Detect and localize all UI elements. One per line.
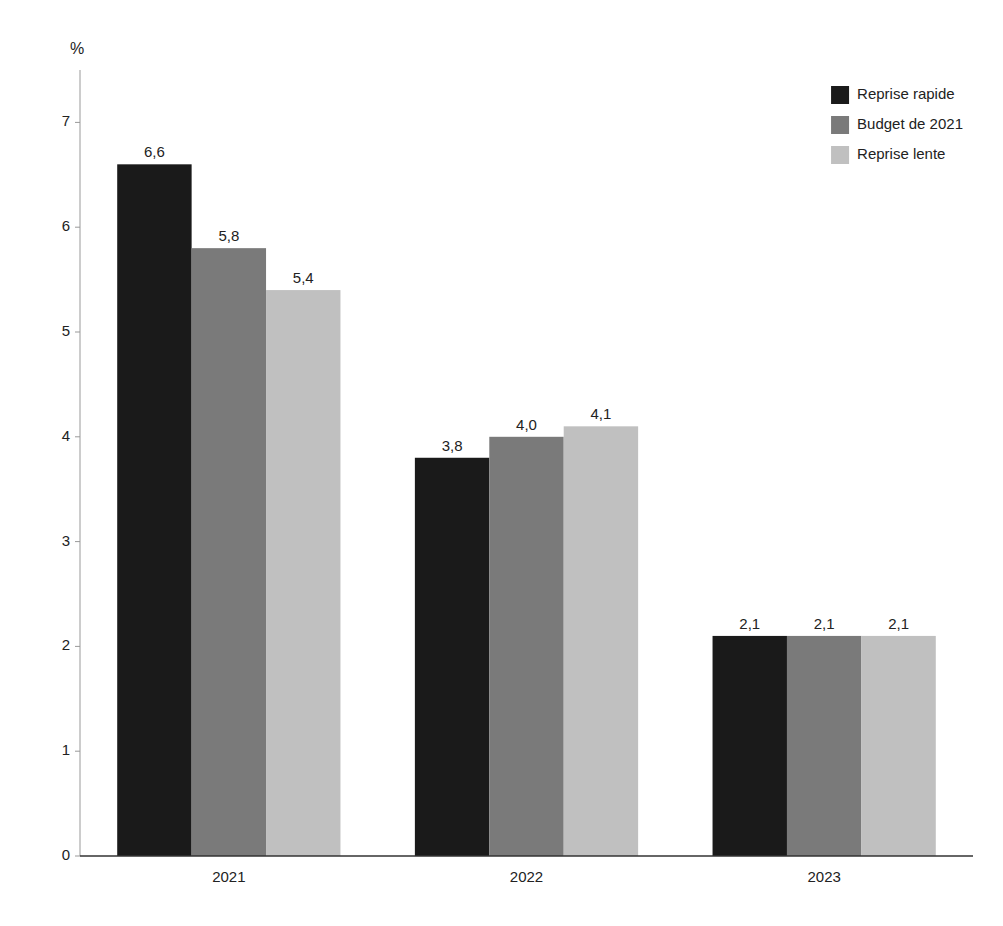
y-tick	[75, 856, 80, 857]
y-tick-label: 6	[62, 217, 70, 234]
data-label: 3,8	[442, 437, 463, 454]
y-tick-label: 0	[62, 846, 70, 863]
data-label: 2,1	[814, 615, 835, 632]
data-label: 6,6	[144, 143, 165, 160]
y-tick-label: 3	[62, 532, 70, 549]
bar	[266, 290, 340, 856]
x-axis-line	[80, 855, 973, 857]
page: {"chart_data": {"type": "bar", "ylabel":…	[0, 0, 1003, 926]
legend-swatch	[831, 116, 849, 134]
legend-label: Budget de 2021	[857, 115, 963, 132]
y-tick-label: 5	[62, 322, 70, 339]
bar	[489, 437, 563, 856]
bars	[117, 164, 936, 856]
x-tick-label: 2022	[510, 868, 543, 885]
y-tick	[75, 751, 80, 752]
bar	[192, 248, 266, 856]
chart-svg: 0 1 2 3 4 5 6 7% 6,6 3,8 2,1 5,8 4,0 2,1 5,4 4,1 2,1 2021…	[0, 0, 1003, 926]
data-label: 2,1	[888, 615, 909, 632]
bar	[787, 636, 861, 856]
y-axis-label: %	[70, 40, 84, 57]
y-tick	[75, 541, 80, 542]
legend-label: Reprise rapide	[857, 85, 955, 102]
x-tick-label: 2021	[212, 868, 245, 885]
y-tick-label: 2	[62, 636, 70, 653]
data-label: 4,1	[590, 405, 611, 422]
x-tick-label: 2023	[807, 868, 840, 885]
legend-label: Reprise lente	[857, 145, 945, 162]
bar	[415, 458, 489, 856]
data-label: 2,1	[739, 615, 760, 632]
y-tick-label: 1	[62, 741, 70, 758]
data-labels: 6,6 3,8 2,1 5,8 4,0 2,1 5,4 4,1 2,1	[144, 143, 909, 632]
y-tick	[75, 227, 80, 228]
y-tick	[75, 122, 80, 123]
data-label: 4,0	[516, 416, 537, 433]
y-tick-label: 4	[62, 427, 70, 444]
chart-container: 0 1 2 3 4 5 6 7% 6,6 3,8 2,1 5,8 4,0 2,1 5,4 4,1 2,1 2021…	[0, 0, 1003, 926]
bar	[564, 426, 638, 856]
legend-swatch	[831, 86, 849, 104]
bar	[861, 636, 935, 856]
y-tick	[75, 332, 80, 333]
y-axis: 0 1 2 3 4 5 6 7	[62, 70, 80, 863]
data-label: 5,8	[218, 227, 239, 244]
y-tick	[75, 436, 80, 437]
x-axis: 2021 2022 2023	[80, 856, 973, 885]
y-tick-label: 7	[62, 112, 70, 129]
bar	[117, 164, 191, 856]
y-tick	[75, 646, 80, 647]
legend: Reprise rapide Budget de 2021 Reprise lent…	[831, 85, 963, 164]
legend-swatch	[831, 146, 849, 164]
y-axis-line	[80, 70, 81, 856]
data-label: 5,4	[293, 269, 314, 286]
bar	[713, 636, 787, 856]
